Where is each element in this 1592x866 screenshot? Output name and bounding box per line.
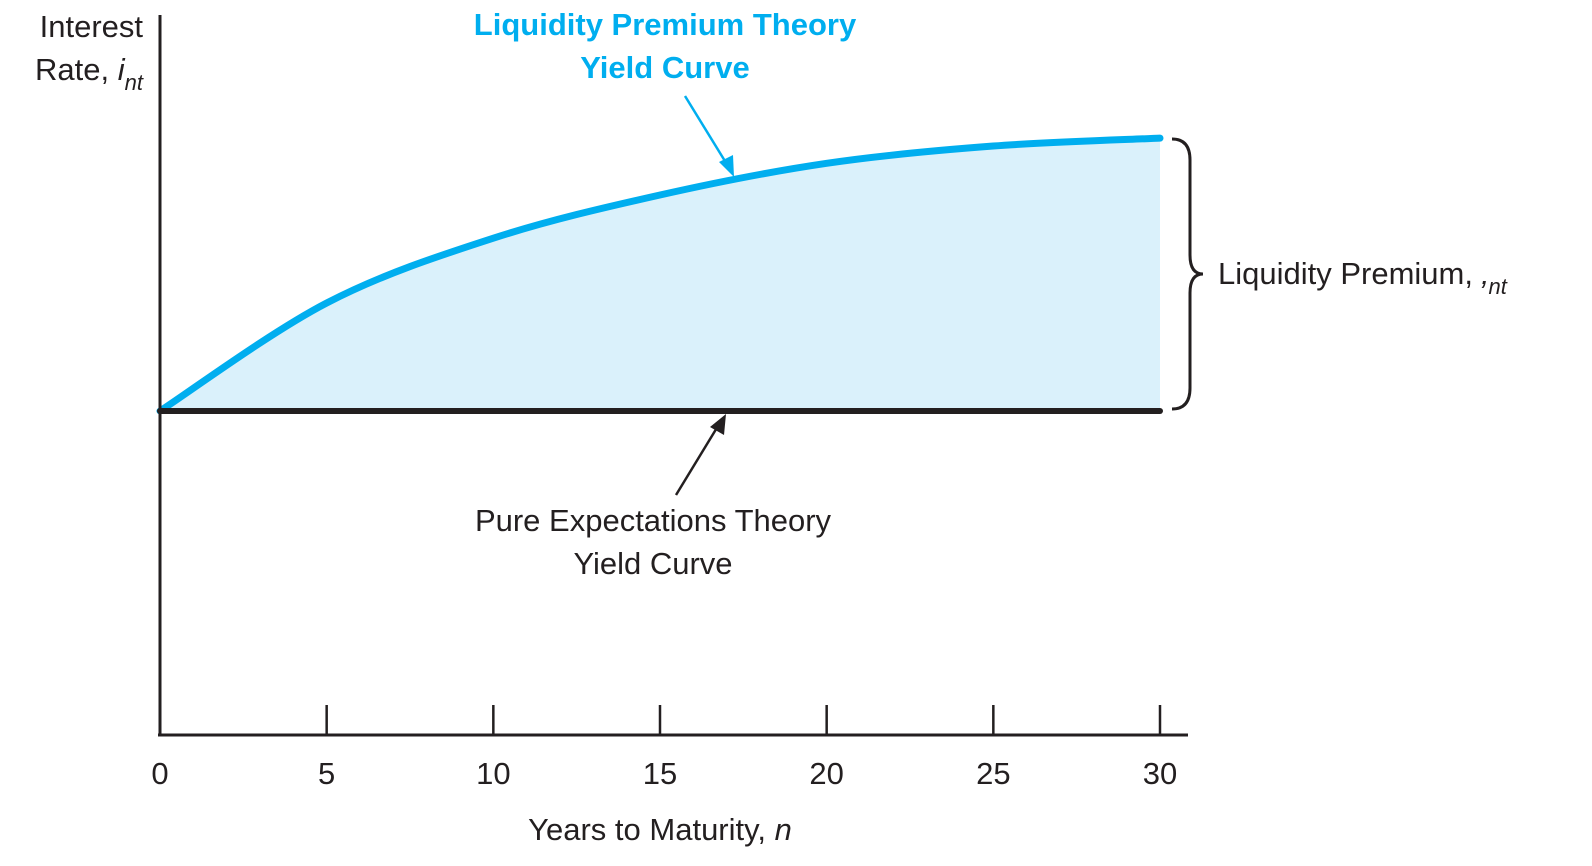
- x-tick-label: 0: [151, 756, 168, 791]
- x-label: Years to Maturity, n: [528, 812, 792, 847]
- annotation: Liquidity Premium,: [1218, 256, 1482, 291]
- arrow-head: [710, 414, 726, 435]
- x-tick-label: 5: [318, 756, 335, 791]
- brace: [1171, 137, 1204, 411]
- x-tick-label: 15: [643, 756, 677, 791]
- y-label-sub: nt: [125, 70, 144, 95]
- annotation: Pure Expectations Theory: [475, 503, 832, 538]
- annotation-var: ‚: [1481, 256, 1489, 291]
- yield-curve: [156, 134, 1164, 415]
- y-label: Rate, int: [35, 52, 144, 95]
- x-label: Years to Maturity,: [528, 812, 774, 847]
- annotation-sub: nt: [1488, 274, 1507, 299]
- annotation: Yield Curve: [573, 546, 732, 581]
- annotation: Liquidity Premium, ‚nt: [1218, 256, 1508, 299]
- y-label-var: i: [118, 52, 126, 87]
- arrow: [683, 95, 730, 167]
- x-tick-label: 20: [809, 756, 843, 791]
- x-tick-label: 25: [976, 756, 1010, 791]
- arrow-head: [719, 155, 734, 177]
- arrow: [674, 425, 720, 496]
- x-label-var: n: [775, 812, 792, 847]
- x-tick-label: 30: [1143, 756, 1177, 791]
- y-label: Rate,: [35, 52, 118, 87]
- x-tick-label: 10: [476, 756, 510, 791]
- y-label: Interest: [40, 9, 144, 44]
- annotation: Yield Curve: [580, 50, 749, 85]
- premium-area: [160, 138, 1160, 411]
- annotation: Liquidity Premium Theory: [474, 7, 857, 42]
